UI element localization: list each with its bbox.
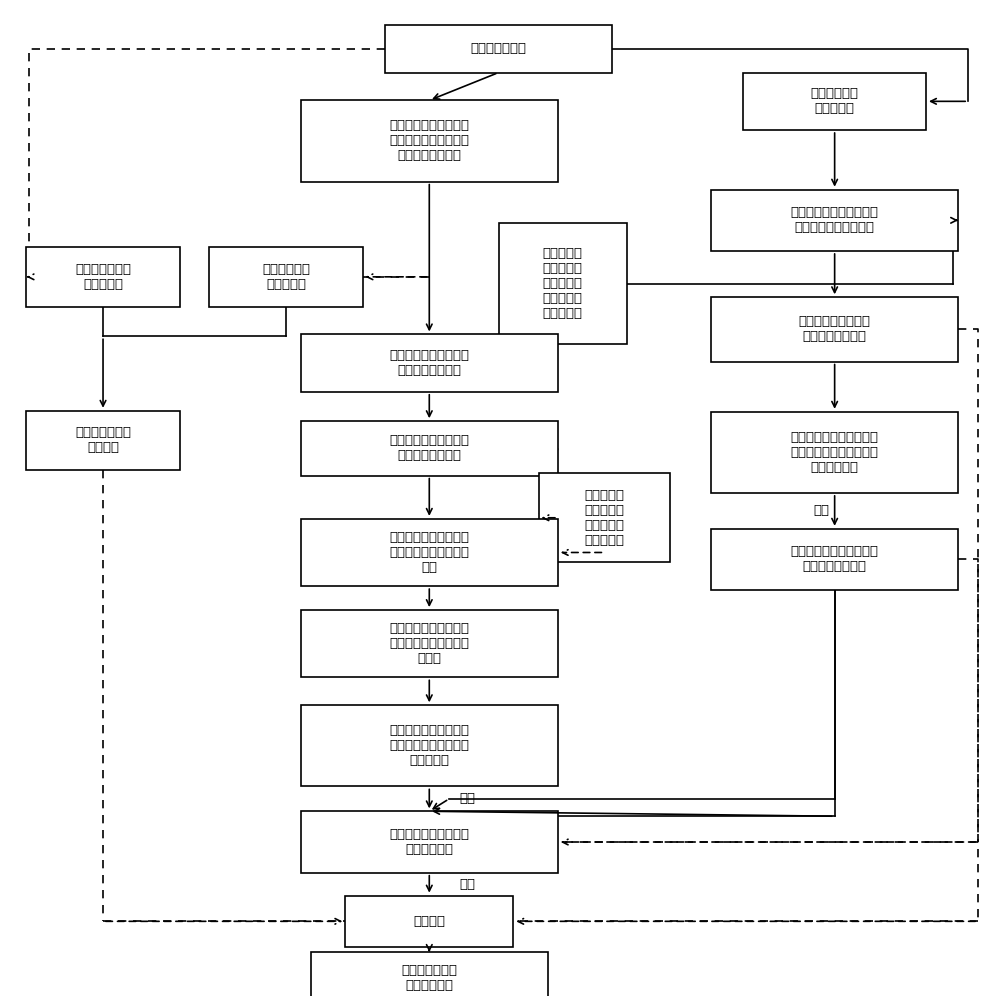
FancyBboxPatch shape	[209, 247, 363, 307]
FancyBboxPatch shape	[711, 529, 958, 590]
Text: 采集并建立
未加载时试
样的超声波
信号间时间: 采集并建立 未加载时试 样的超声波 信号间时间	[584, 489, 624, 547]
Text: 计算待评价试样与对
比试样晶粒尺寸差: 计算待评价试样与对 比试样晶粒尺寸差	[799, 315, 870, 343]
FancyBboxPatch shape	[498, 223, 627, 344]
FancyBboxPatch shape	[311, 952, 548, 1000]
FancyBboxPatch shape	[301, 610, 557, 677]
FancyBboxPatch shape	[301, 705, 557, 786]
Text: 代入: 代入	[459, 792, 475, 805]
Text: 提取并建立超声波声弹
性系数与试样晶粒尺寸
间关系: 提取并建立超声波声弹 性系数与试样晶粒尺寸 间关系	[389, 622, 470, 665]
Text: 代入: 代入	[814, 504, 830, 517]
FancyBboxPatch shape	[743, 73, 926, 130]
Text: 选定待评价材料: 选定待评价材料	[471, 42, 526, 55]
Text: 采集待评价试样
超声波信号: 采集待评价试样 超声波信号	[75, 263, 131, 291]
FancyBboxPatch shape	[26, 411, 179, 470]
Text: 获得晶粒尺寸差引起的超
声波信号间时间差: 获得晶粒尺寸差引起的超 声波信号间时间差	[791, 545, 878, 573]
Text: 提取各晶粒尺寸试样超
声波接收信号幅値: 提取各晶粒尺寸试样超 声波接收信号幅値	[389, 349, 470, 377]
FancyBboxPatch shape	[711, 190, 958, 251]
Text: 采用幂函数拟合获得超
声波声弹性系数与晶粒
尺寸间公式: 采用幂函数拟合获得超 声波声弹性系数与晶粒 尺寸间公式	[389, 724, 470, 767]
FancyBboxPatch shape	[385, 25, 612, 73]
FancyBboxPatch shape	[301, 334, 557, 392]
Text: 计算并建立超声波信号
间时间差与加载应力间
关系: 计算并建立超声波信号 间时间差与加载应力间 关系	[389, 531, 470, 574]
Text: 基于元素相图，确定热
处理工艺参数，制备不
同晶粒尺寸的试样: 基于元素相图，确定热 处理工艺参数，制备不 同晶粒尺寸的试样	[389, 119, 470, 162]
Text: 获得待评价试样的超声
波声弹性系数: 获得待评价试样的超声 波声弹性系数	[389, 828, 470, 856]
Text: 优化超声波传播距离，
制备双超声波探头: 优化超声波传播距离， 制备双超声波探头	[389, 434, 470, 462]
FancyBboxPatch shape	[538, 473, 670, 562]
FancyBboxPatch shape	[345, 896, 513, 947]
Text: 计算超声波信号
间时间差: 计算超声波信号 间时间差	[75, 426, 131, 454]
FancyBboxPatch shape	[711, 297, 958, 362]
Text: 采用幂函数拟合获得超声
波信号间时间差与晶粒尺
寸间对应函数: 采用幂函数拟合获得超声 波信号间时间差与晶粒尺 寸间对应函数	[791, 431, 878, 474]
Text: 代入: 代入	[459, 878, 475, 891]
FancyBboxPatch shape	[301, 100, 557, 182]
Text: 采集对比试样
超声波信号: 采集对比试样 超声波信号	[262, 263, 310, 291]
FancyBboxPatch shape	[301, 421, 557, 476]
FancyBboxPatch shape	[26, 247, 179, 307]
Text: 建立超声波信号间时间差
与晶粒尺寸差对应关系: 建立超声波信号间时间差 与晶粒尺寸差对应关系	[791, 206, 878, 234]
Text: 计算获得待评价
试样的应力値: 计算获得待评价 试样的应力値	[402, 964, 458, 992]
FancyBboxPatch shape	[711, 412, 958, 493]
Text: 线性叠加: 线性叠加	[414, 915, 446, 928]
FancyBboxPatch shape	[301, 811, 557, 873]
Text: 选定对比试
样，分别计
算其余试样
与该试样的
晶粒尺寸差: 选定对比试 样，分别计 算其余试样 与该试样的 晶粒尺寸差	[542, 247, 583, 320]
FancyBboxPatch shape	[301, 519, 557, 586]
Text: 测量待评价试
样晶粒尺寸: 测量待评价试 样晶粒尺寸	[811, 87, 858, 115]
